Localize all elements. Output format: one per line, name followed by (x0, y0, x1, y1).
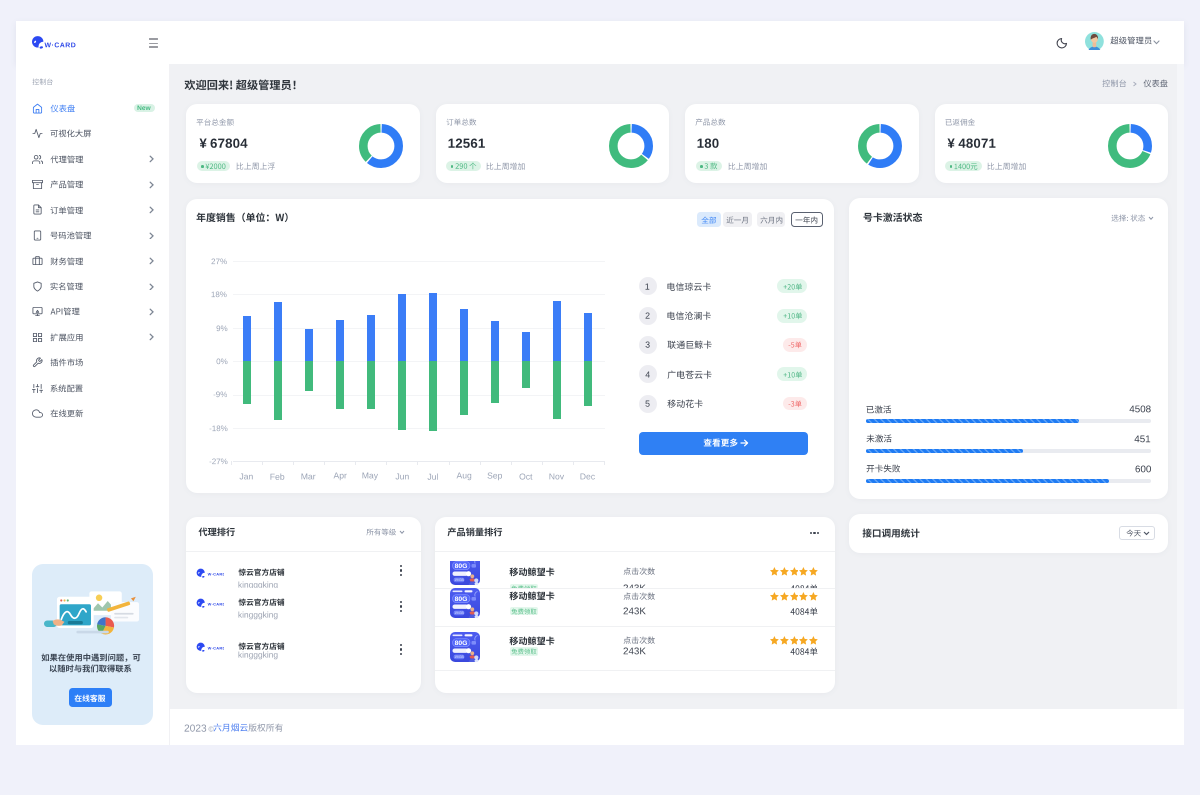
svg-text:W·CARD: W·CARD (208, 571, 224, 576)
svg-text:80G: 80G (454, 563, 467, 570)
svg-text:W·CARD: W·CARD (208, 601, 224, 606)
svg-text:80G: 80G (454, 640, 467, 647)
svg-text:W·CARD: W·CARD (208, 645, 224, 650)
svg-text:19/GB: 19/GB (454, 578, 464, 582)
svg-text:19/GB: 19/GB (454, 655, 464, 659)
svg-text:80G: 80G (454, 596, 467, 603)
svg-text:19/GB: 19/GB (454, 611, 464, 615)
